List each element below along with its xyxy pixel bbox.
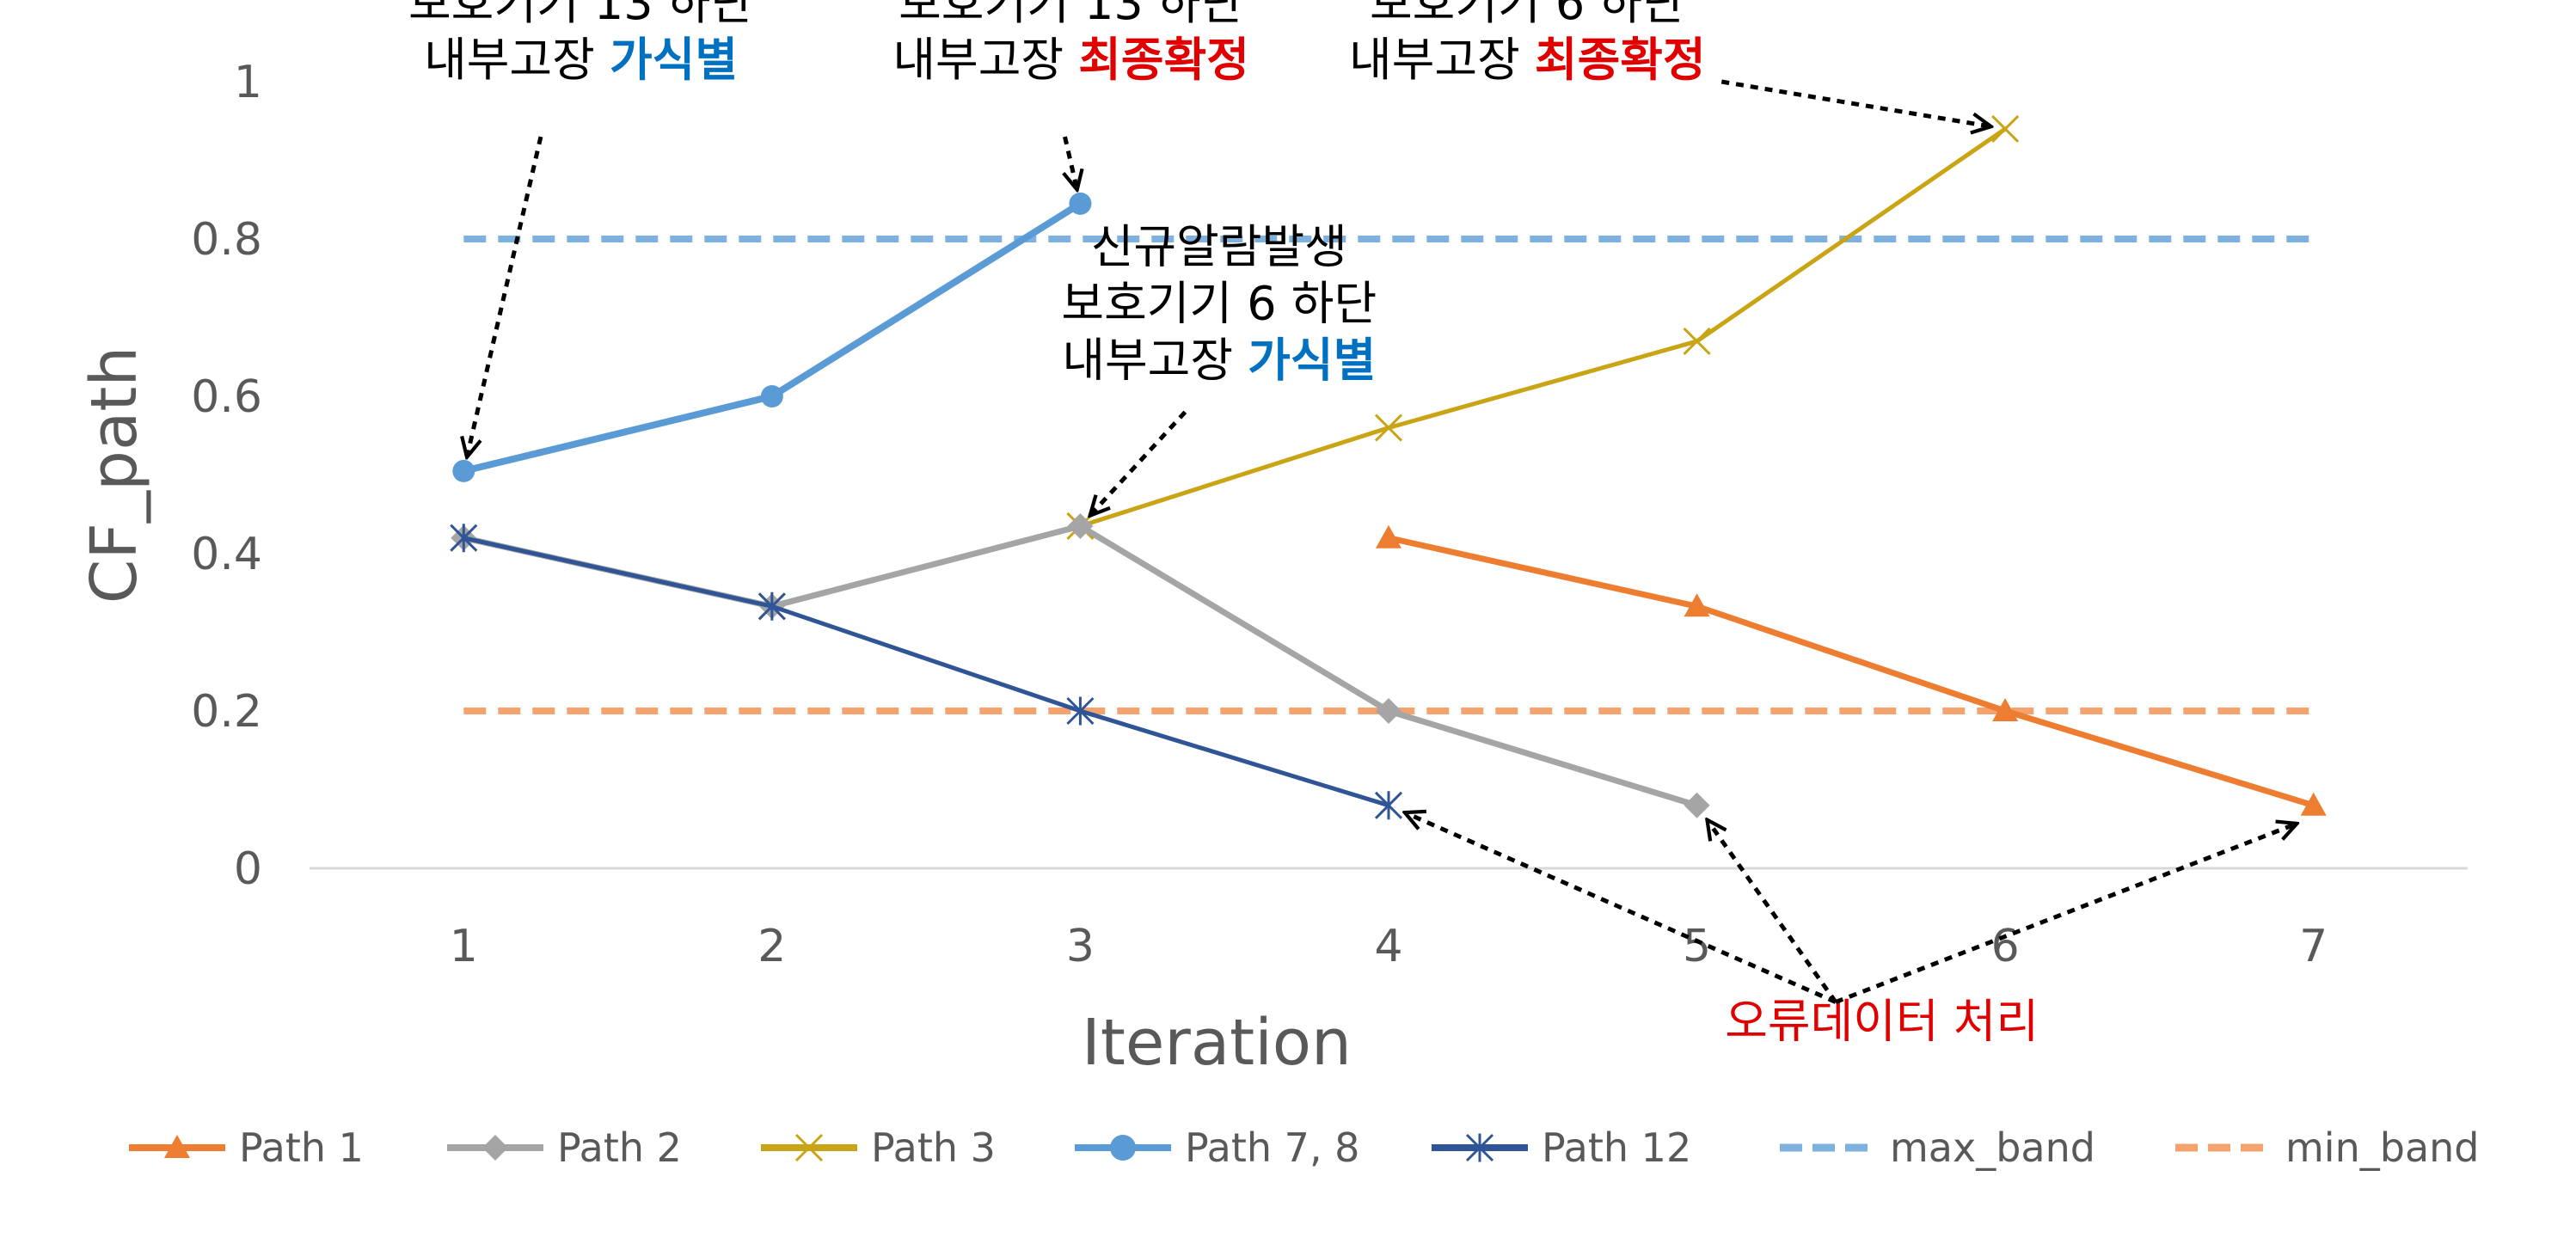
data-point — [757, 591, 786, 621]
y-axis-title: CF_path — [77, 346, 151, 604]
legend-marker — [1465, 1133, 1494, 1162]
annotation-text: 내부고장 가식별 — [1062, 333, 1376, 387]
x-tick-label: 7 — [2299, 921, 2328, 972]
axis-layer: 0 0.2 0.4 0.6 0.8 1 1 2 3 4 5 6 7 Iteration CF_path — [77, 57, 2468, 1080]
annotation: 오류데이터 처리 — [1406, 813, 2296, 1049]
annotation-text: 보호기기 13 하단 — [899, 0, 1243, 30]
legend-label: Path 2 — [557, 1124, 682, 1171]
x-tick-label: 4 — [1374, 921, 1402, 972]
data-point — [1066, 696, 1095, 726]
series-path-7-8 — [452, 192, 1092, 482]
annotation-text: 신규알람발생 — [1091, 219, 1347, 273]
legend: Path 1 Path 2 Path 3 Path 7, 8 Path 12 max_ba… — [129, 1124, 2480, 1171]
y-tick-label: 0.4 — [191, 529, 262, 580]
annotation-arrow — [1835, 824, 2296, 1004]
y-tick-label: 0.6 — [191, 371, 262, 423]
x-tick-label: 6 — [1991, 921, 2020, 972]
x-tick-label: 3 — [1066, 921, 1095, 972]
y-tick-label: 0.2 — [191, 686, 262, 738]
legend-marker — [482, 1135, 508, 1161]
x-tick-label: 5 — [1683, 921, 1711, 972]
series-path-1 — [1376, 524, 2327, 816]
annotation-arrow — [1720, 79, 1990, 126]
y-tick-label: 0 — [234, 843, 262, 895]
annotation-text: 내부고장 최종확정 — [892, 33, 1249, 87]
legend-item: Path 2 — [447, 1124, 682, 1171]
data-point — [1374, 414, 1403, 442]
data-point — [452, 459, 475, 482]
data-point — [1376, 524, 1401, 548]
legend-label: Path 12 — [1542, 1124, 1691, 1171]
data-point — [2300, 792, 2327, 816]
annotation-text: 내부고장 가식별 — [424, 33, 738, 87]
legend-item: Path 12 — [1432, 1124, 1691, 1171]
data-point — [1992, 698, 2019, 721]
annotation-text: 오류데이터 처리 — [1725, 995, 2039, 1049]
legend-item: Path 1 — [129, 1124, 364, 1171]
series-layer — [450, 114, 2327, 820]
annotation-text: 보호기기 6 하단 — [1061, 276, 1377, 330]
legend-marker — [1110, 1135, 1136, 1161]
annotation-arrow — [1708, 821, 1837, 1003]
data-point — [1069, 192, 1092, 215]
data-point — [450, 524, 478, 553]
y-tick-label: 1 — [234, 57, 262, 108]
x-tick-label: 2 — [757, 921, 786, 972]
data-point — [1683, 327, 1711, 356]
annotation-text: 내부고장 최종확정 — [1349, 33, 1706, 87]
legend-item: min_band — [2175, 1124, 2480, 1171]
data-point — [1684, 792, 1710, 818]
series-line — [461, 536, 1391, 808]
y-tick-label: 0.8 — [191, 214, 262, 266]
data-point — [1374, 791, 1403, 820]
series-path-12 — [450, 524, 1403, 820]
data-point — [760, 385, 783, 407]
legend-marker — [794, 1133, 824, 1162]
legend-label: Path 7, 8 — [1185, 1124, 1359, 1171]
series-path-2 — [451, 512, 1710, 818]
legend-label: Path 1 — [239, 1124, 364, 1171]
annotation-text: 보호기기 6 하단 — [1370, 0, 1685, 30]
annotation-arrow — [467, 136, 543, 456]
data-point — [1067, 512, 1094, 539]
data-point — [1684, 593, 1710, 617]
data-point — [1991, 114, 2020, 143]
data-point — [1376, 698, 1401, 724]
annotation-arrow — [1406, 813, 1837, 1004]
x-axis-title: Iteration — [1082, 1006, 1352, 1080]
legend-item: Path 3 — [761, 1124, 996, 1171]
legend-item: Path 7, 8 — [1075, 1124, 1359, 1171]
legend-item: max_band — [1780, 1124, 2095, 1171]
series-line — [1385, 535, 2317, 809]
legend-label: max_band — [1890, 1124, 2095, 1171]
series-line — [460, 199, 1084, 475]
annotation-text: 보호기기 13 하단 — [408, 0, 753, 30]
legend-marker — [164, 1135, 190, 1158]
x-tick-label: 1 — [450, 921, 478, 972]
legend-label: min_band — [2285, 1124, 2480, 1171]
annotation-arrow — [1065, 136, 1077, 188]
legend-label: Path 3 — [871, 1124, 996, 1171]
